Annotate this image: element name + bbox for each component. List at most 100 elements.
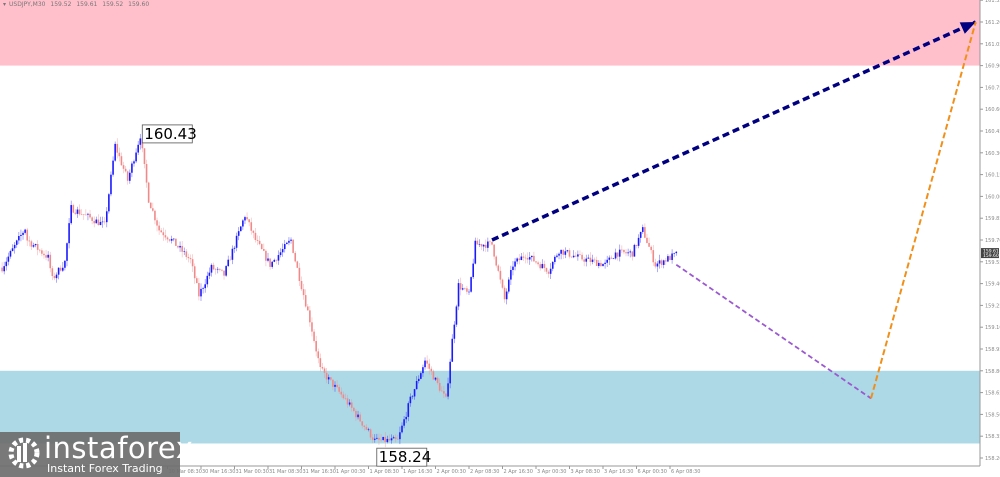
bear-candle [147, 182, 150, 203]
bear-candle [189, 258, 192, 260]
extreme-label: 158.24 [376, 447, 432, 467]
price-tick-label: 158.20 [985, 456, 1000, 462]
bull-candle [9, 251, 12, 257]
bear-candle [80, 214, 83, 215]
price-tick-label: 159.25 [985, 303, 1000, 309]
bull-candle [639, 231, 642, 238]
price-tick-label: 159.10 [985, 325, 1000, 331]
bull-candle [457, 283, 460, 307]
bear-candle [583, 259, 585, 262]
bear-candle [501, 279, 504, 288]
bear-candle [524, 257, 527, 259]
bear-candle [141, 138, 144, 149]
bull-candle [179, 245, 181, 248]
price-tick-label: 158.50 [985, 412, 1000, 418]
bull-candle [618, 249, 621, 257]
bear-candle [476, 240, 479, 245]
bear-candle [177, 245, 179, 248]
bear-candle [336, 384, 338, 388]
bull-candle [13, 244, 16, 249]
bull-candle [566, 250, 569, 252]
bear-candle [116, 143, 119, 153]
bull-candle [20, 234, 22, 237]
bull-candle [87, 213, 89, 215]
bear-candle [355, 410, 357, 418]
time-tick-label: 3 Apr 00:30 [537, 469, 566, 475]
bull-candle [658, 260, 661, 264]
current-price-tag [981, 248, 999, 259]
bear-candle [660, 260, 663, 265]
price-tick-label: 160.60 [985, 107, 1000, 113]
bull-candle [415, 381, 418, 390]
bear-candle [499, 270, 502, 280]
bull-candle [612, 258, 615, 260]
bull-candle [399, 432, 401, 440]
bull-candle [411, 396, 414, 398]
bull-candle [577, 254, 579, 257]
bear-candle [464, 288, 466, 289]
bear-candle [1, 267, 3, 272]
bull-candle [468, 291, 470, 293]
bear-candle [593, 259, 596, 261]
bull-candle [139, 138, 142, 145]
resistance-zone [0, 0, 980, 66]
collapse-icon[interactable]: ▾ [3, 1, 7, 8]
bear-candle [432, 371, 435, 380]
bear-candle [229, 259, 232, 261]
bear-candle [175, 238, 177, 246]
time-tick-label: 2 Apr 16:30 [504, 469, 533, 475]
price-tick-label: 160.30 [985, 151, 1000, 157]
bear-candle [198, 283, 200, 297]
bear-candle [644, 227, 646, 238]
bear-candle [97, 219, 100, 226]
bull-candle [449, 361, 451, 384]
bear-candle [30, 241, 33, 247]
bull-candle [277, 255, 280, 261]
bull-candle [401, 425, 403, 433]
bear-candle [459, 283, 462, 290]
bull-candle [32, 245, 35, 247]
bull-candle [382, 436, 384, 440]
bear-candle [616, 252, 619, 257]
price-tick-label: 158.95 [985, 347, 1000, 353]
bull-candle [417, 378, 420, 382]
bull-candle [472, 263, 474, 278]
logo-tagline: Instant Forex Trading [47, 462, 163, 475]
bull-candle [129, 172, 131, 181]
bear-candle [103, 221, 106, 223]
bear-candle [26, 229, 29, 241]
bear-candle [497, 265, 500, 271]
bear-candle [332, 379, 334, 387]
bull-candle [15, 240, 18, 245]
extreme-label-text: 158.24 [379, 448, 432, 466]
bull-candle [11, 248, 14, 252]
bull-candle [235, 235, 238, 248]
bull-candle [407, 403, 410, 417]
bear-candle [378, 437, 380, 440]
bull-candle [101, 221, 104, 223]
bear-candle [443, 391, 445, 394]
bull-candle [556, 255, 558, 257]
bear-candle [365, 426, 368, 430]
time-tick-label: 1 Apr 16:30 [403, 469, 432, 475]
logo-gear-icon [8, 437, 40, 469]
bear-candle [166, 237, 169, 240]
time-tick-label: 2 Apr 08:30 [470, 469, 499, 475]
bull-candle [7, 256, 10, 262]
bear-candle [156, 220, 158, 226]
bull-candle [633, 244, 636, 257]
bear-candle [493, 244, 495, 257]
bear-candle [82, 214, 85, 215]
bull-candle [22, 232, 24, 235]
time-tick-label: 1 Apr 08:30 [370, 469, 399, 475]
time-tick-label: 3 Apr 16:30 [604, 469, 633, 475]
bear-candle [246, 217, 248, 220]
bear-candle [440, 390, 443, 392]
bear-candle [394, 437, 397, 439]
bear-candle [654, 262, 657, 267]
bull-candle [367, 429, 370, 430]
bear-candle [168, 239, 171, 241]
bear-candle [143, 148, 146, 164]
bear-candle [300, 280, 303, 290]
logo-brand: instaforex [44, 431, 194, 465]
